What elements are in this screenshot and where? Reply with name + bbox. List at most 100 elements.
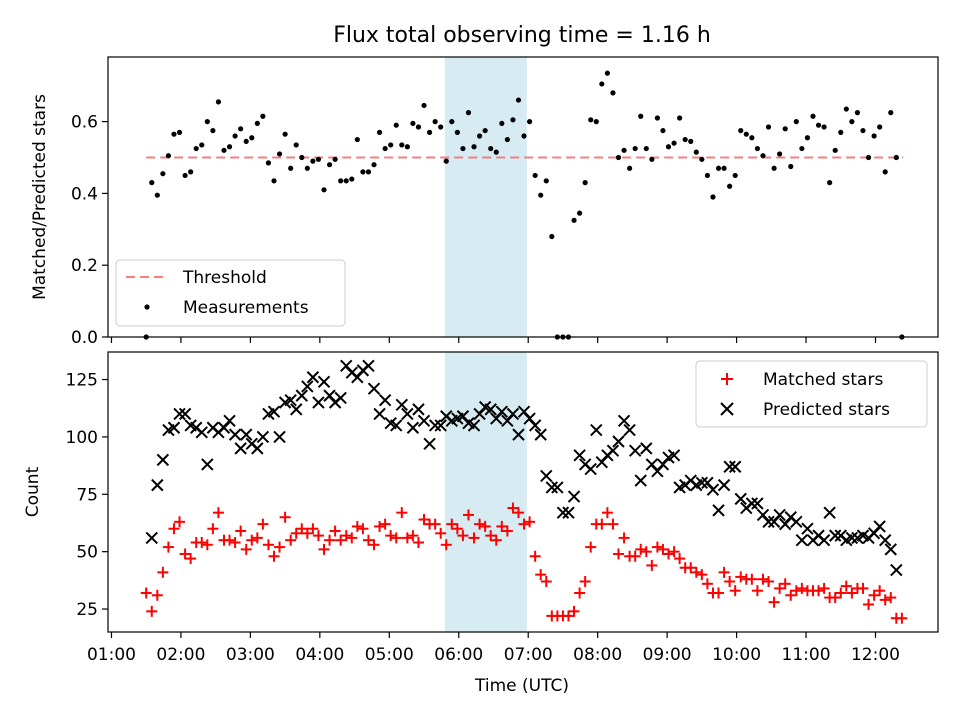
measurement-point <box>210 127 216 134</box>
measurement-point <box>260 113 266 119</box>
measurement-point <box>771 165 777 171</box>
measurement-point <box>254 120 260 127</box>
measurement-point <box>538 192 544 198</box>
predicted-star-point <box>267 405 281 418</box>
predicted-star-stroke-b <box>745 497 759 510</box>
matched-star-point <box>729 585 741 597</box>
predicted-star-stroke-b <box>301 380 314 393</box>
predicted-star-point <box>734 492 747 506</box>
predicted-star-stroke-b <box>201 458 214 471</box>
predicted-star-point <box>362 359 375 372</box>
x-axis-label: Time (UTC) <box>474 676 569 696</box>
matched-star-point <box>785 589 797 601</box>
matched-star-point <box>229 536 241 548</box>
matched-star-point <box>251 532 263 544</box>
predicted-star-stroke-b <box>584 462 597 476</box>
matched-star-point <box>690 566 702 578</box>
predicted-star-stroke-b <box>534 428 547 441</box>
matched-star-point <box>485 530 497 542</box>
predicted-star-point <box>251 442 264 455</box>
predicted-star-stroke-b <box>273 430 286 444</box>
predicted-star-stroke-b <box>145 531 158 545</box>
matched-star-point <box>840 580 852 592</box>
measurement-point <box>193 145 199 152</box>
predicted-star-point <box>312 396 325 409</box>
bottom-legend-box <box>695 360 928 428</box>
predicted-star-stroke-b <box>412 403 425 416</box>
predicted-star-point <box>728 460 742 473</box>
measurement-point <box>732 172 738 179</box>
matched-star-point <box>529 550 541 562</box>
predicted-star-point <box>301 380 314 393</box>
matched-star-point <box>668 546 680 558</box>
measurement-point <box>765 124 772 130</box>
predicted-star-stroke-b <box>890 563 903 577</box>
predicted-star-point <box>256 430 270 444</box>
matched-star-point <box>640 546 652 558</box>
matched-star-point <box>196 536 208 548</box>
matched-star-point <box>446 518 458 530</box>
matched-star-point <box>462 509 474 521</box>
matched-star-point <box>296 523 308 535</box>
predicted-star-stroke-b <box>340 359 353 372</box>
matched-star-point <box>474 518 486 530</box>
predicted-star-point <box>145 531 158 545</box>
measurement-point <box>526 119 533 125</box>
matched-star-point <box>240 543 252 555</box>
predicted-star-stroke-b <box>456 410 470 423</box>
measurement-point <box>243 138 249 144</box>
measurement-point <box>404 144 410 150</box>
matched-star-point <box>790 585 802 597</box>
predicted-star-stroke-b <box>573 449 586 462</box>
matched-star-point <box>468 532 480 544</box>
matched-star-point <box>818 582 830 594</box>
matched-star-point <box>746 573 758 585</box>
measurement-point <box>693 149 699 155</box>
predicted-star-point <box>723 460 736 473</box>
matched-star-point <box>629 550 641 562</box>
predicted-star-point <box>634 474 647 487</box>
measurement-point <box>204 119 210 125</box>
measurement-point <box>304 165 310 171</box>
predicted-star-stroke-b <box>695 476 709 490</box>
legend-predicted-swatch <box>720 402 734 416</box>
measurement-point <box>354 136 360 143</box>
measurement-point <box>877 124 883 130</box>
matched-star-point <box>501 525 513 537</box>
predicted-star-stroke-b <box>434 419 447 432</box>
measurement-point <box>454 129 460 135</box>
measurement-point <box>338 178 344 184</box>
measurement-point <box>504 136 510 143</box>
measurement-point <box>460 145 466 152</box>
matched-star-point <box>440 539 452 551</box>
matched-star-point <box>274 541 286 553</box>
measurement-points <box>143 70 905 340</box>
measurement-point <box>371 162 377 168</box>
predicted-star-stroke-b <box>773 508 786 522</box>
measurement-point <box>543 178 549 184</box>
matched-star-point <box>201 539 213 551</box>
top-legend-box <box>115 259 346 327</box>
matched-star-point <box>368 539 380 551</box>
matched-star-point <box>751 585 763 597</box>
measurement-point <box>832 147 838 153</box>
predicted-star-point <box>228 428 242 441</box>
measurement-point <box>882 169 888 175</box>
top-y-tick-label: 0.6 <box>71 113 98 133</box>
predicted-star-point <box>178 407 192 421</box>
measurement-point <box>288 165 294 171</box>
measurement-point <box>738 127 744 134</box>
predicted-star-point <box>290 403 303 416</box>
predicted-star-stroke-b <box>551 481 564 494</box>
measurement-point <box>426 129 433 135</box>
matched-star-point <box>846 587 858 599</box>
measurement-point <box>388 142 394 148</box>
measurement-point <box>310 158 316 164</box>
predicted-star-stroke-b <box>195 426 208 439</box>
bottom-axis-ticks: 25 50 75 100 125 01:00 02:00 03:00 04:00 05:00 06:… <box>66 371 900 665</box>
matched-star-point <box>574 587 586 599</box>
matched-star-point <box>396 507 408 519</box>
matched-star-point <box>246 534 258 546</box>
predicted-star-point <box>240 428 253 441</box>
predicted-star-point <box>173 407 186 421</box>
